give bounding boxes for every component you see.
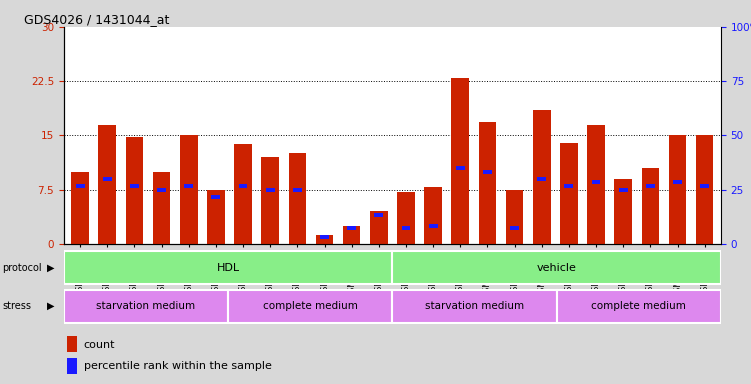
Bar <box>157 188 166 192</box>
Bar <box>537 177 546 181</box>
Bar <box>71 172 89 244</box>
Bar <box>375 213 383 217</box>
Bar <box>67 336 77 353</box>
Text: HDL: HDL <box>216 263 240 273</box>
Bar <box>315 235 333 244</box>
Bar <box>478 122 496 244</box>
Bar <box>98 124 116 244</box>
Bar <box>510 226 519 230</box>
Bar <box>103 177 112 181</box>
Bar <box>293 188 302 192</box>
Text: vehicle: vehicle <box>537 263 577 273</box>
Bar <box>320 235 329 238</box>
Bar <box>392 290 556 323</box>
Text: protocol: protocol <box>2 263 42 273</box>
Bar <box>619 188 628 192</box>
Bar <box>370 211 388 244</box>
Text: percentile rank within the sample: percentile rank within the sample <box>83 361 271 371</box>
Bar <box>266 188 275 192</box>
Bar <box>565 184 573 188</box>
Bar <box>261 157 279 244</box>
Bar <box>696 136 713 244</box>
Bar <box>533 110 550 244</box>
Bar <box>67 358 77 374</box>
Text: GDS4026 / 1431044_at: GDS4026 / 1431044_at <box>25 13 170 26</box>
Bar <box>234 144 252 244</box>
Bar <box>228 290 392 323</box>
Bar <box>180 136 198 244</box>
Bar <box>207 190 225 244</box>
Bar <box>483 169 492 174</box>
Bar <box>64 290 228 323</box>
Text: complete medium: complete medium <box>263 301 357 311</box>
Bar <box>451 78 469 244</box>
Bar <box>587 124 605 244</box>
Bar <box>130 184 139 188</box>
Bar <box>700 184 709 188</box>
Bar <box>76 184 85 188</box>
Text: count: count <box>83 340 115 350</box>
Bar <box>212 195 220 199</box>
Text: ▶: ▶ <box>47 301 54 311</box>
Bar <box>343 226 360 244</box>
Bar <box>184 184 193 188</box>
Bar <box>64 252 392 284</box>
Bar <box>397 192 415 244</box>
Bar <box>614 179 632 244</box>
Text: stress: stress <box>2 301 32 311</box>
Bar <box>668 136 686 244</box>
Bar <box>424 187 442 244</box>
Bar <box>556 290 721 323</box>
Bar <box>646 184 655 188</box>
Bar <box>592 180 601 184</box>
Bar <box>347 226 356 230</box>
Bar <box>392 252 721 284</box>
Bar <box>402 226 410 230</box>
Text: complete medium: complete medium <box>591 301 686 311</box>
Bar <box>239 184 248 188</box>
Bar <box>125 137 143 244</box>
Bar <box>429 224 438 228</box>
Bar <box>641 168 659 244</box>
Bar <box>673 180 682 184</box>
Bar <box>560 142 578 244</box>
Bar <box>152 172 170 244</box>
Bar <box>288 154 306 244</box>
Text: starvation medium: starvation medium <box>425 301 524 311</box>
Bar <box>456 166 465 170</box>
Text: starvation medium: starvation medium <box>96 301 195 311</box>
Bar <box>505 190 523 244</box>
Text: ▶: ▶ <box>47 263 54 273</box>
